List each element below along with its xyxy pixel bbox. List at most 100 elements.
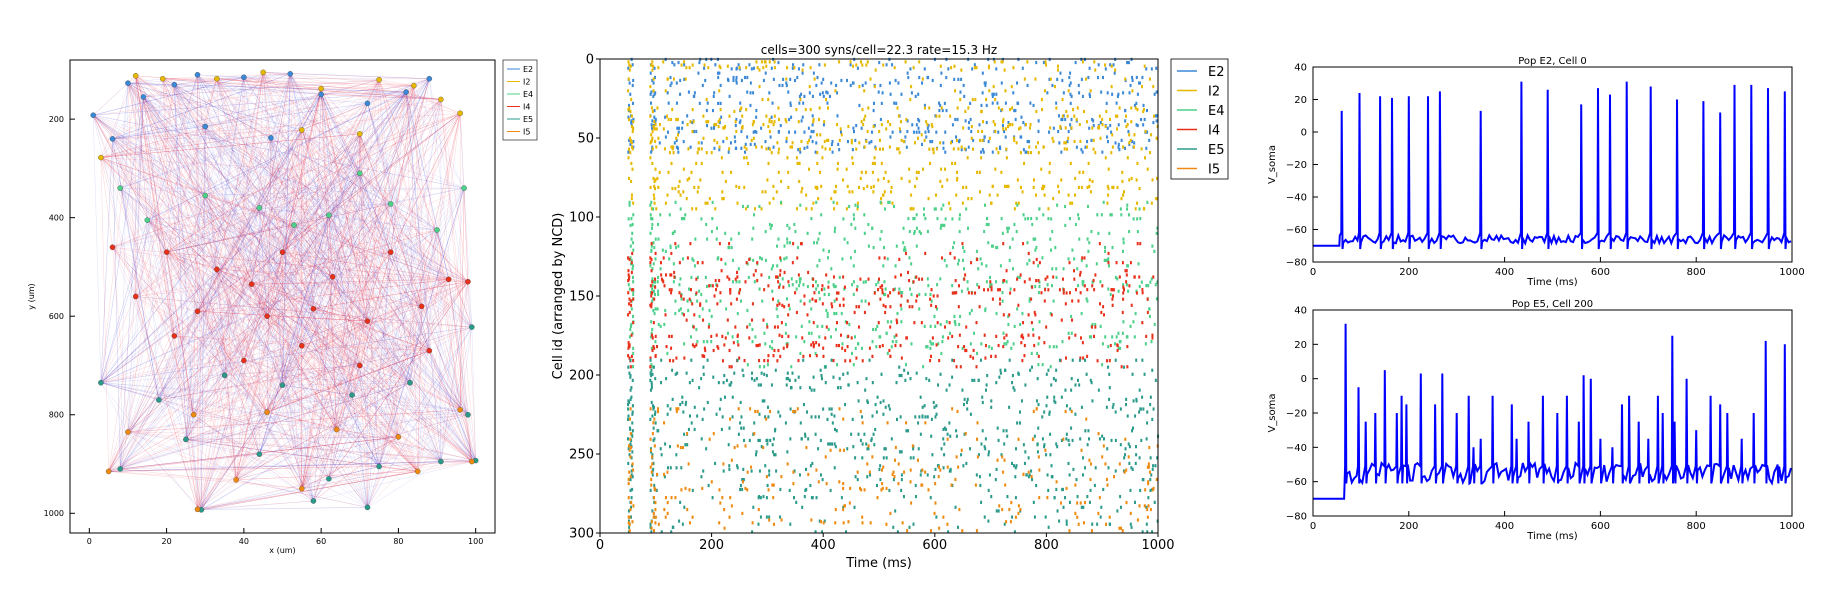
spike-e4 [1015,229,1018,234]
spike-e4 [790,365,793,369]
spike-i4 [815,341,818,345]
spike-e5 [1024,383,1027,387]
spike-e5 [626,437,629,441]
spike-i2 [1040,97,1043,102]
spike-e5 [1035,399,1038,403]
spike-i4 [776,359,779,363]
connection-line [251,281,468,285]
spike-e4 [628,200,631,204]
spike-i2 [753,207,756,211]
connection-line [112,129,302,140]
spike-e5 [1138,410,1141,414]
connection-line [143,96,252,285]
spike-i4 [916,294,919,298]
spike-e5 [1053,395,1056,399]
connection-line [262,72,476,461]
spike-e2 [772,77,775,81]
spike-e2 [849,63,852,67]
spike-e4 [1041,363,1044,367]
spike-i2 [777,106,780,110]
spike-e5 [887,404,890,408]
spike-e2 [706,123,709,128]
spike-e2 [735,75,738,80]
spike-e2 [837,142,840,147]
connection-line [328,215,430,351]
connection-line [236,382,411,481]
spike-e4 [651,327,654,332]
spike-e4 [958,217,961,221]
connection-line [92,115,268,413]
spike-i2 [1091,126,1094,130]
spike-i2 [923,138,926,142]
spike-e4 [1041,256,1044,260]
spike-e4 [786,223,789,228]
spike-i4 [846,321,849,325]
spike-e2 [1131,75,1134,80]
connection-line [93,114,438,231]
connection-line [135,296,337,430]
spike-e2 [746,75,749,80]
connection-line [158,77,245,401]
spike-i2 [795,107,798,112]
spike-i2 [992,120,995,124]
spike-i2 [799,97,802,102]
spike-e4 [724,262,727,266]
spike-i4 [1002,345,1005,349]
spike-i2 [733,109,736,114]
connection-line [147,72,264,221]
spike-i2 [730,170,733,174]
spike-e2 [752,66,755,70]
spike-e4 [1024,217,1027,221]
spike-e4 [1032,237,1035,241]
connection-line [162,78,237,480]
connection-line [100,157,160,401]
connection-line [282,113,461,253]
spike-e4 [1127,289,1130,293]
connection-line [359,365,472,462]
connection-line [266,412,476,461]
spike-i2 [997,106,1000,110]
spike-e4 [826,311,829,316]
spike-e4 [1008,245,1011,250]
connection-line [112,138,121,469]
spike-i4 [696,261,699,265]
spike-e4 [1055,275,1058,280]
spike-i4 [1023,280,1026,284]
spike-i2 [834,89,837,93]
spike-e5 [794,378,797,382]
spike-e2 [748,63,751,67]
connection-line [351,279,449,396]
spike-e2 [995,92,998,96]
spike-e5 [847,383,850,387]
spike-e2 [733,135,736,139]
spike-e2 [735,67,738,71]
spike-e2 [889,92,892,96]
spike-e4 [915,244,918,248]
spike-e2 [967,126,970,130]
spike-e5 [1138,388,1141,392]
spike-i4 [730,365,733,369]
spike-i2 [995,147,998,151]
spike-e5 [892,477,895,482]
spike-e4 [770,223,773,228]
spike-e4 [1010,346,1013,350]
spike-e2 [719,83,722,88]
spike-i4 [1022,242,1025,246]
spike-e4 [1088,241,1091,245]
spike-e2 [689,145,692,149]
spike-e2 [923,67,926,71]
spike-i2 [977,129,980,134]
connection-line [127,203,391,433]
spike-e5 [846,371,849,375]
spike-e4 [651,287,654,291]
connection-line [166,251,353,396]
spike-e5 [629,488,632,493]
spike-e2 [997,130,1000,134]
spike-e5 [1055,368,1058,372]
spike-e5 [631,475,634,479]
connection-line [158,113,461,401]
connection-line [185,412,268,440]
spike-e4 [753,280,756,284]
spike-e2 [698,101,701,105]
spike-e4 [945,320,948,324]
